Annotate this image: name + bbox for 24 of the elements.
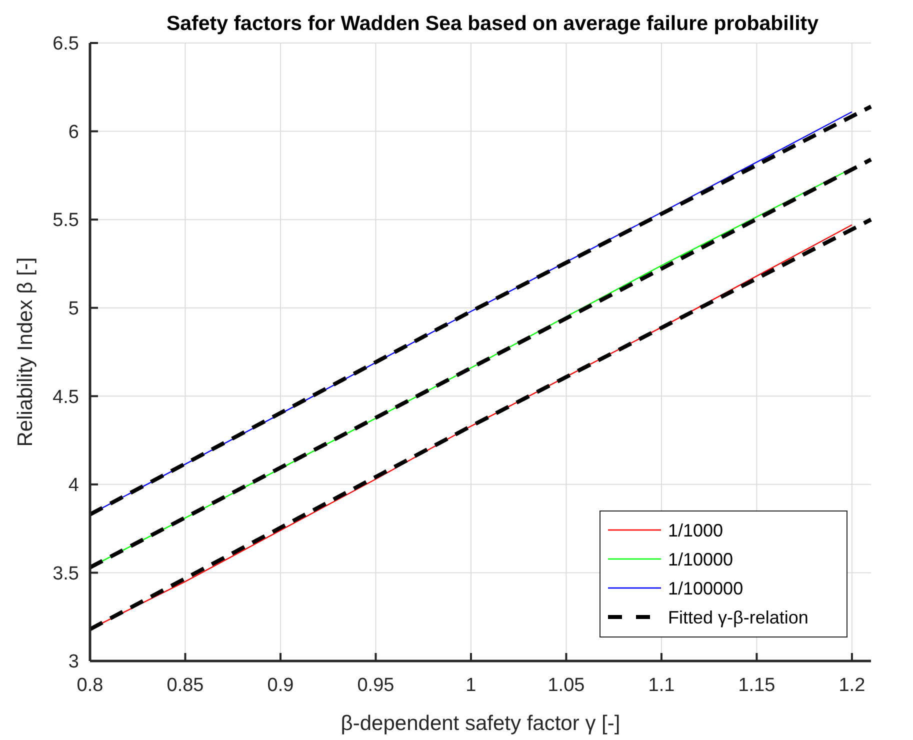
x-tick-label: 0.85	[166, 675, 204, 696]
y-tick-label: 6	[68, 122, 79, 143]
x-tick-label: 0.9	[267, 675, 294, 696]
y-tick-label: 5.5	[52, 210, 79, 232]
x-tick-label: 0.8	[76, 675, 104, 696]
x-tick-label: 1.15	[738, 675, 776, 696]
y-tick-label: 5	[68, 298, 79, 320]
x-tick-label: 1	[466, 675, 476, 696]
x-tick-label: 1.05	[548, 675, 585, 696]
x-tick-label: 1.1	[648, 675, 675, 696]
y-tick-label: 3.5	[52, 563, 79, 584]
chart-title: Safety factors for Wadden Sea based on average failure probability	[166, 12, 820, 35]
legend-label: Fitted γ-β-relation	[668, 607, 808, 628]
x-tick-label: 0.95	[357, 675, 394, 696]
y-tick-label: 3	[68, 652, 79, 673]
legend-label: 1/1000	[668, 520, 724, 540]
legend-label: 1/100000	[668, 578, 744, 598]
x-tick-label: 1.2	[838, 675, 866, 696]
y-axis-title: Reliability Index β [-]	[14, 257, 37, 447]
x-axis-title: β-dependent safety factor γ [-]	[340, 712, 620, 735]
y-tick-label: 6.5	[52, 34, 79, 55]
legend-label: 1/10000	[668, 549, 734, 570]
y-tick-label: 4.5	[52, 386, 79, 408]
y-tick-label: 4	[68, 475, 80, 496]
